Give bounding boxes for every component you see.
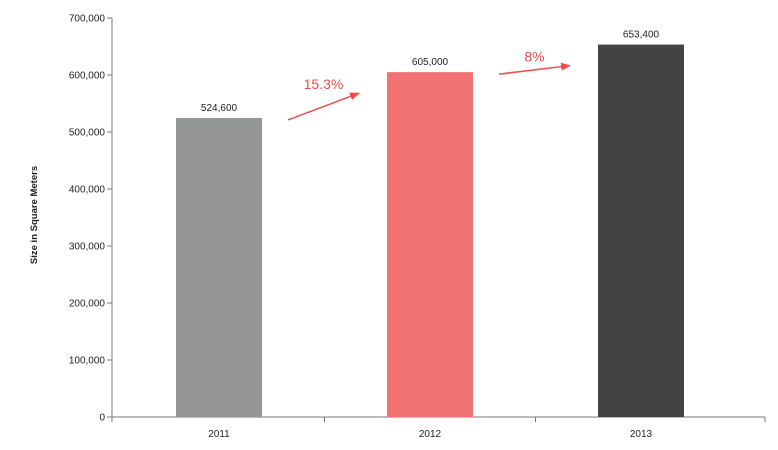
y-tick-label: 0: [99, 413, 105, 424]
y-tick-label: 500,000: [69, 128, 106, 139]
y-axis-title: Size in Square Meters: [29, 166, 40, 264]
y-tick-label: 300,000: [69, 242, 106, 253]
x-tick-label-2012: 2012: [419, 429, 442, 440]
bar-2013: [598, 44, 684, 417]
growth-label: 8%: [524, 49, 544, 65]
bars: [176, 44, 684, 418]
value-label-2011: 524,600: [201, 103, 238, 114]
y-tick-label: 700,000: [69, 14, 106, 25]
y-tick-label: 600,000: [69, 71, 106, 82]
growth-label: 15.3%: [304, 76, 344, 92]
growth-arrow: [498, 62, 571, 75]
value-label-2013: 653,400: [623, 30, 660, 41]
y-tick-label: 200,000: [69, 299, 106, 310]
growth-annotations: 15.3% 8%: [287, 49, 571, 121]
bar-2012: [387, 72, 473, 418]
value-label-2012: 605,000: [412, 57, 449, 68]
growth-arrow: [287, 92, 360, 121]
y-tick-label: 100,000: [69, 356, 106, 367]
labels: 524,600 2011 605,000 2012 653,400 2013: [201, 30, 660, 440]
x-tick-label-2011: 2011: [208, 429, 230, 440]
y-tick-label: 400,000: [69, 185, 106, 196]
bar-2011: [176, 117, 262, 417]
x-tick-label-2013: 2013: [630, 429, 653, 440]
